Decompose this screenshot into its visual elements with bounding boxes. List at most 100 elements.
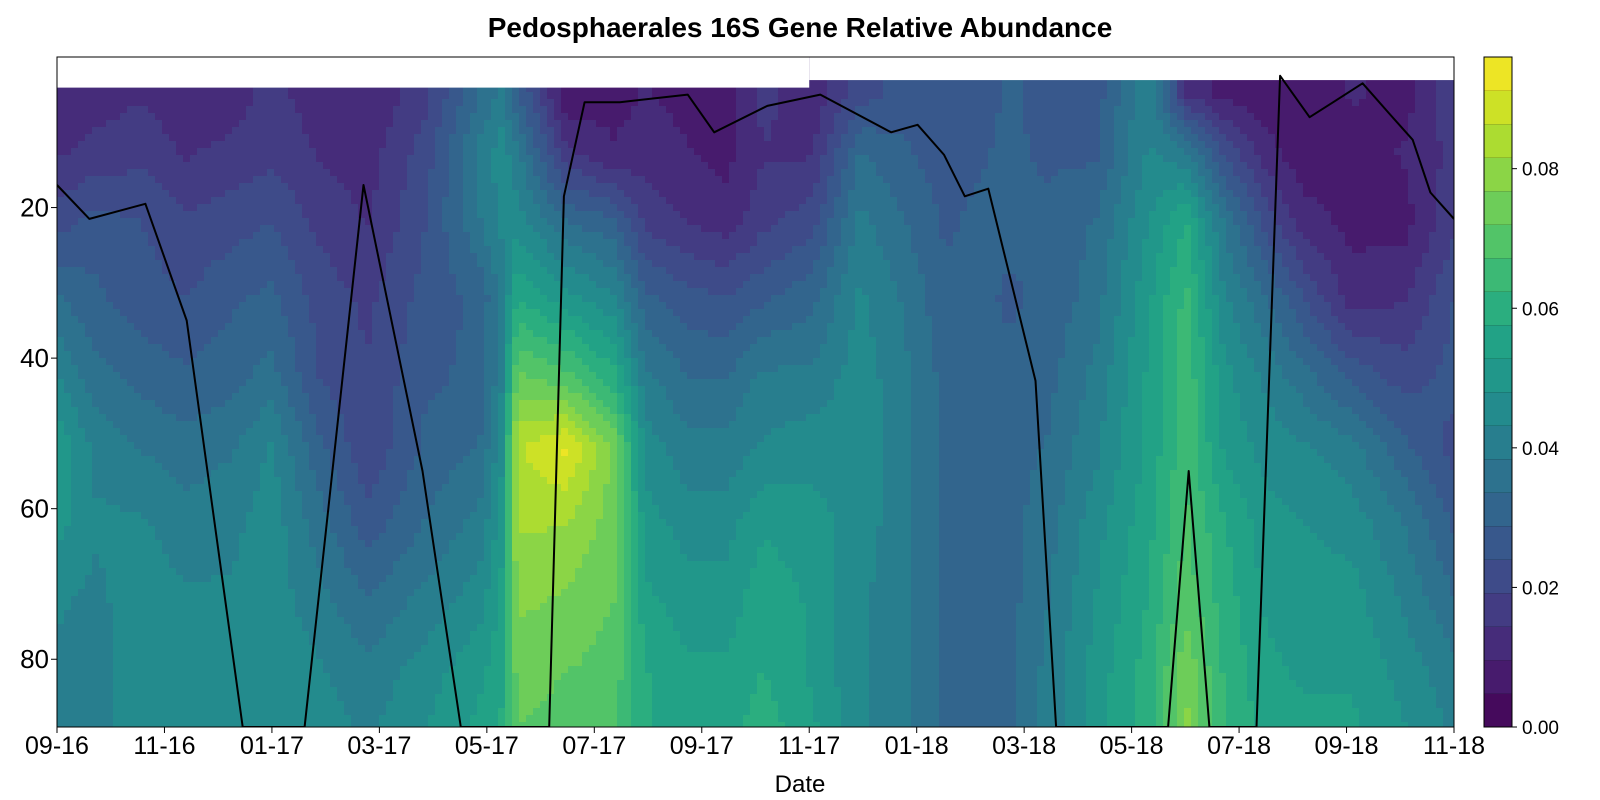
heatmap-cell (1177, 190, 1185, 198)
heatmap-cell (239, 106, 247, 114)
heatmap-cell (869, 218, 877, 226)
heatmap-cell (519, 106, 527, 114)
heatmap-cell (113, 92, 121, 100)
heatmap-cell (547, 190, 555, 198)
heatmap-cell (953, 120, 961, 128)
heatmap-cell (848, 169, 856, 177)
heatmap-cell (1422, 197, 1430, 205)
heatmap-cell (134, 127, 142, 135)
heatmap-cell (449, 169, 457, 177)
heatmap-cell (806, 127, 814, 135)
heatmap-cell (1401, 225, 1409, 233)
heatmap-cell (1345, 190, 1353, 198)
heatmap-cell (211, 99, 219, 107)
heatmap-cell (71, 183, 79, 191)
heatmap-cell (1261, 197, 1269, 205)
heatmap-cell (1275, 211, 1283, 219)
heatmap-cell (694, 197, 702, 205)
heatmap-cell (176, 85, 184, 93)
heatmap-cell (197, 218, 205, 226)
heatmap-cell (967, 85, 975, 93)
heatmap-cell (946, 169, 954, 177)
heatmap-cell (1303, 134, 1311, 142)
heatmap-cell (330, 141, 338, 149)
heatmap-cell (960, 134, 968, 142)
heatmap-cell (1324, 204, 1332, 212)
heatmap-cell (841, 113, 849, 121)
heatmap-cell (939, 141, 947, 149)
heatmap-cell (1100, 176, 1108, 184)
heatmap-cell (246, 197, 254, 205)
heatmap-cell (1037, 204, 1045, 212)
heatmap-cell (1401, 204, 1409, 212)
heatmap-cell (806, 218, 814, 226)
heatmap-cell (1121, 162, 1129, 170)
heatmap-cell (1107, 162, 1115, 170)
heatmap-cell (379, 204, 387, 212)
heatmap-cell (239, 218, 247, 226)
heatmap-cell (162, 197, 170, 205)
heatmap-cell (1191, 78, 1199, 86)
heatmap-cell (1401, 92, 1409, 100)
heatmap-cell (442, 141, 450, 149)
heatmap-cell (589, 134, 597, 142)
heatmap-cell (589, 197, 597, 205)
heatmap-cell (918, 204, 926, 212)
heatmap-cell (785, 127, 793, 135)
heatmap-cell (148, 162, 156, 170)
heatmap-cell (1394, 99, 1402, 107)
heatmap-cell (925, 99, 933, 107)
heatmap-cell (785, 148, 793, 156)
heatmap-cell (1205, 99, 1213, 107)
heatmap-cell (239, 99, 247, 107)
heatmap-cell (792, 85, 800, 93)
heatmap-cell (596, 120, 604, 128)
heatmap-cell (169, 85, 177, 93)
heatmap-cell (274, 204, 282, 212)
heatmap-cell (533, 141, 541, 149)
heatmap-cell (386, 134, 394, 142)
heatmap-cell (281, 204, 289, 212)
heatmap-cell (498, 176, 506, 184)
heatmap-cell (470, 155, 478, 163)
heatmap-cell (148, 190, 156, 198)
heatmap-cell (281, 99, 289, 107)
heatmap-cell (575, 211, 583, 219)
heatmap-cell (1422, 134, 1430, 142)
heatmap-cell (652, 197, 660, 205)
heatmap-cell (981, 127, 989, 135)
heatmap-cell (281, 218, 289, 226)
heatmap-cell (407, 218, 415, 226)
heatmap-cell (155, 134, 163, 142)
heatmap-cell (1408, 127, 1416, 135)
heatmap-cell (330, 99, 338, 107)
heatmap-cell (449, 141, 457, 149)
heatmap-cell (162, 162, 170, 170)
heatmap-cell (883, 169, 891, 177)
heatmap-cell (1058, 99, 1066, 107)
heatmap-cell (1107, 225, 1115, 233)
heatmap-cell (253, 120, 261, 128)
heatmap-cell (1324, 148, 1332, 156)
heatmap-cell (1443, 92, 1451, 100)
heatmap-cell (666, 127, 674, 135)
heatmap-cell (1114, 106, 1122, 114)
heatmap-cell (1212, 134, 1220, 142)
heatmap-cell (337, 190, 345, 198)
heatmap-cell (239, 211, 247, 219)
heatmap-cell (309, 225, 317, 233)
heatmap-cell (575, 141, 583, 149)
heatmap-cell (1233, 218, 1241, 226)
heatmap-cell (204, 148, 212, 156)
heatmap-cell (1310, 85, 1318, 93)
heatmap-cell (162, 218, 170, 226)
heatmap-cell (211, 120, 219, 128)
heatmap-cell (169, 190, 177, 198)
heatmap-cell (267, 120, 275, 128)
heatmap-cell (841, 141, 849, 149)
heatmap-cell (1324, 211, 1332, 219)
heatmap-cell (309, 141, 317, 149)
heatmap-cell (1359, 120, 1367, 128)
heatmap-cell (1233, 92, 1241, 100)
heatmap-cell (1198, 190, 1206, 198)
